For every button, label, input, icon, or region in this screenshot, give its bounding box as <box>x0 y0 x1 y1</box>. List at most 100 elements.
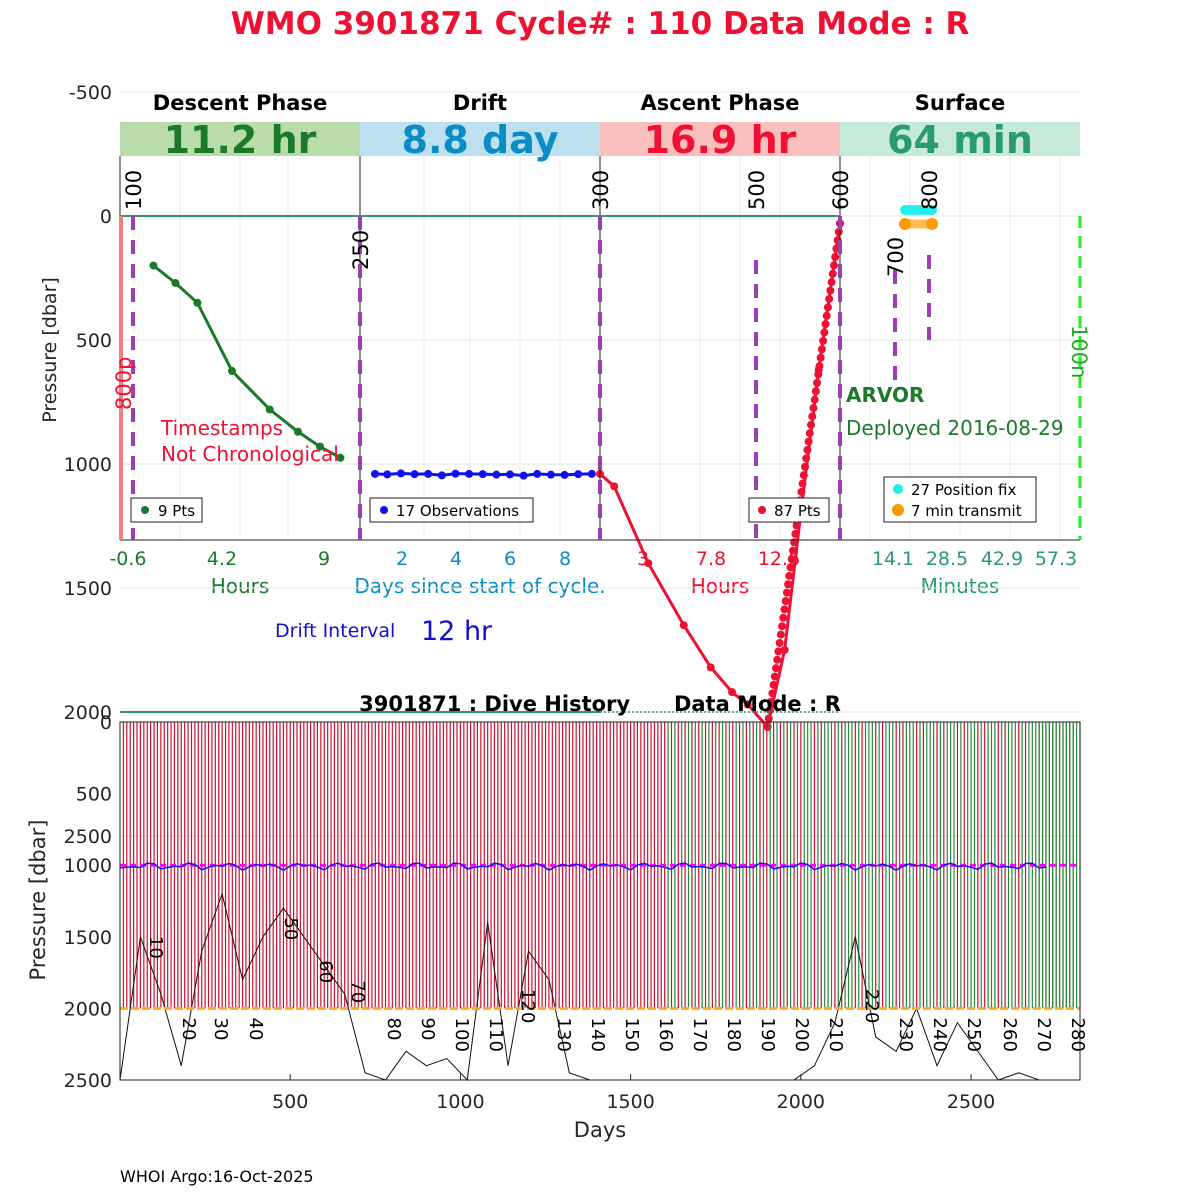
ascent-point <box>776 630 785 639</box>
drift-point <box>451 469 460 478</box>
position-fix-point <box>927 205 937 215</box>
x-tick-label: 6 <box>504 548 516 570</box>
y-tick-label: 0 <box>100 712 112 734</box>
drift-point <box>371 469 379 478</box>
ascent-point <box>644 559 653 568</box>
x-tick-label: 57.3 <box>1035 548 1077 570</box>
descent-point <box>171 278 180 287</box>
cycle-label: 50 <box>280 917 301 940</box>
drift-pressure-series <box>119 862 1047 872</box>
ascent-point <box>610 482 619 491</box>
phase-headers: Descent Phase 11.2 hr Hours Drift 8.8 day Day… <box>120 91 1080 598</box>
cycle-label: 280 <box>1067 1018 1088 1052</box>
x-tick-label: 500 <box>272 1091 308 1113</box>
ascent-point <box>679 621 688 630</box>
ascent-point <box>828 269 837 278</box>
x-tick-label: 14.1 <box>872 548 914 570</box>
ascent-point <box>765 706 774 715</box>
ascent-point <box>775 638 784 647</box>
float-type: ARVOR <box>846 383 924 407</box>
ascent-point <box>728 688 737 697</box>
phase-title: Descent Phase <box>153 91 327 115</box>
side-label-left: 800p <box>112 357 136 410</box>
drift-point <box>396 469 405 478</box>
phase-x-unit: Minutes <box>921 574 1000 598</box>
ascent-point <box>768 689 777 698</box>
y-tick-label: 2000 <box>64 702 112 724</box>
cycle-label: 140 <box>587 1018 608 1052</box>
x-tick-label: 2500 <box>947 1091 995 1113</box>
ascent-point <box>790 538 799 547</box>
ascent-point <box>780 646 789 654</box>
ascent-point <box>764 714 773 723</box>
cycle-label: 230 <box>895 1018 916 1052</box>
legend-descent: 9 Pts <box>130 497 203 523</box>
x-tick-label: 3 <box>637 548 649 570</box>
drift-point <box>478 470 487 479</box>
ascent-point <box>805 429 814 438</box>
last-update-text: WHOI Argo:16-Oct-2025 <box>120 1167 314 1186</box>
drift-interval-label: Drift Interval <box>275 620 395 642</box>
drift-point <box>519 471 528 480</box>
legend-drift-text: 17 Observations <box>396 502 519 520</box>
drift-point <box>492 470 501 479</box>
bottom-x-axis-label: Days <box>574 1118 626 1142</box>
x-tick-label: 4 <box>450 548 462 570</box>
y-tick-label: 0 <box>100 206 112 228</box>
x-tick-label: 8 <box>559 548 571 570</box>
marker-label: 250 <box>349 230 373 270</box>
y-tick-label: -500 <box>69 82 112 104</box>
ascent-point <box>781 597 790 606</box>
bottom-frame <box>119 721 1081 1081</box>
ascent-point <box>784 580 793 589</box>
x-tick-label: -0.6 <box>109 548 146 570</box>
phase-x-unit: Days since start of cycle. <box>354 574 605 598</box>
legend-surface-fix: 27 Position fix <box>911 481 1016 499</box>
descent-point <box>265 405 274 414</box>
ascent-point <box>763 722 772 731</box>
phase-title: Ascent Phase <box>641 91 800 115</box>
cycle-label: 90 <box>417 1018 438 1041</box>
page-title: WMO 3901871 Cycle# : 110 Data Mode : R <box>231 6 970 42</box>
descent-point <box>228 367 236 375</box>
legend-surface: 27 Position fix 7 min transmit <box>883 476 1037 523</box>
y-tick-label: 1500 <box>64 578 112 600</box>
ascent-point <box>821 320 830 329</box>
marker-label: 100 <box>122 170 146 210</box>
cycle-label: 160 <box>655 1018 676 1052</box>
ascent-point <box>802 454 811 463</box>
phase-x-unit: Hours <box>691 574 750 598</box>
cycle-label: 130 <box>553 1018 574 1052</box>
ascent-point <box>825 294 834 303</box>
phase-x-unit: Hours <box>211 574 270 598</box>
cycle-label: 30 <box>210 1018 231 1041</box>
cycle-label: 180 <box>723 1018 744 1052</box>
phase-band <box>840 122 1080 156</box>
cycle-label: 10 <box>145 936 166 959</box>
cycle-label: 240 <box>929 1018 950 1052</box>
descent-line <box>152 264 342 460</box>
ascent-point <box>787 555 796 564</box>
legend-ascent-text: 87 Pts <box>774 502 821 520</box>
x-tick-label: 42.9 <box>981 548 1023 570</box>
descent-point <box>316 442 324 451</box>
cycle-label: 250 <box>963 1018 984 1052</box>
ascent-point <box>774 647 783 656</box>
side-label-right: 100n <box>1067 325 1091 378</box>
ascent-point <box>817 345 826 354</box>
cycle-label: 260 <box>999 1018 1020 1052</box>
y-tick-label: 1500 <box>64 927 112 949</box>
ascent-point <box>813 378 822 387</box>
ascent-point <box>803 445 812 454</box>
ascent-point <box>808 412 817 421</box>
ascent-point <box>773 655 782 664</box>
ascent-point <box>816 353 825 362</box>
ascent-point <box>767 697 776 706</box>
legend-drift: 17 Observations <box>369 497 534 523</box>
timestamps-note-line1: Timestamps <box>160 416 283 440</box>
drift-point <box>383 470 392 479</box>
ascent-point <box>780 605 789 614</box>
y-tick-label: 500 <box>76 330 112 352</box>
phase-title: Drift <box>453 91 507 115</box>
